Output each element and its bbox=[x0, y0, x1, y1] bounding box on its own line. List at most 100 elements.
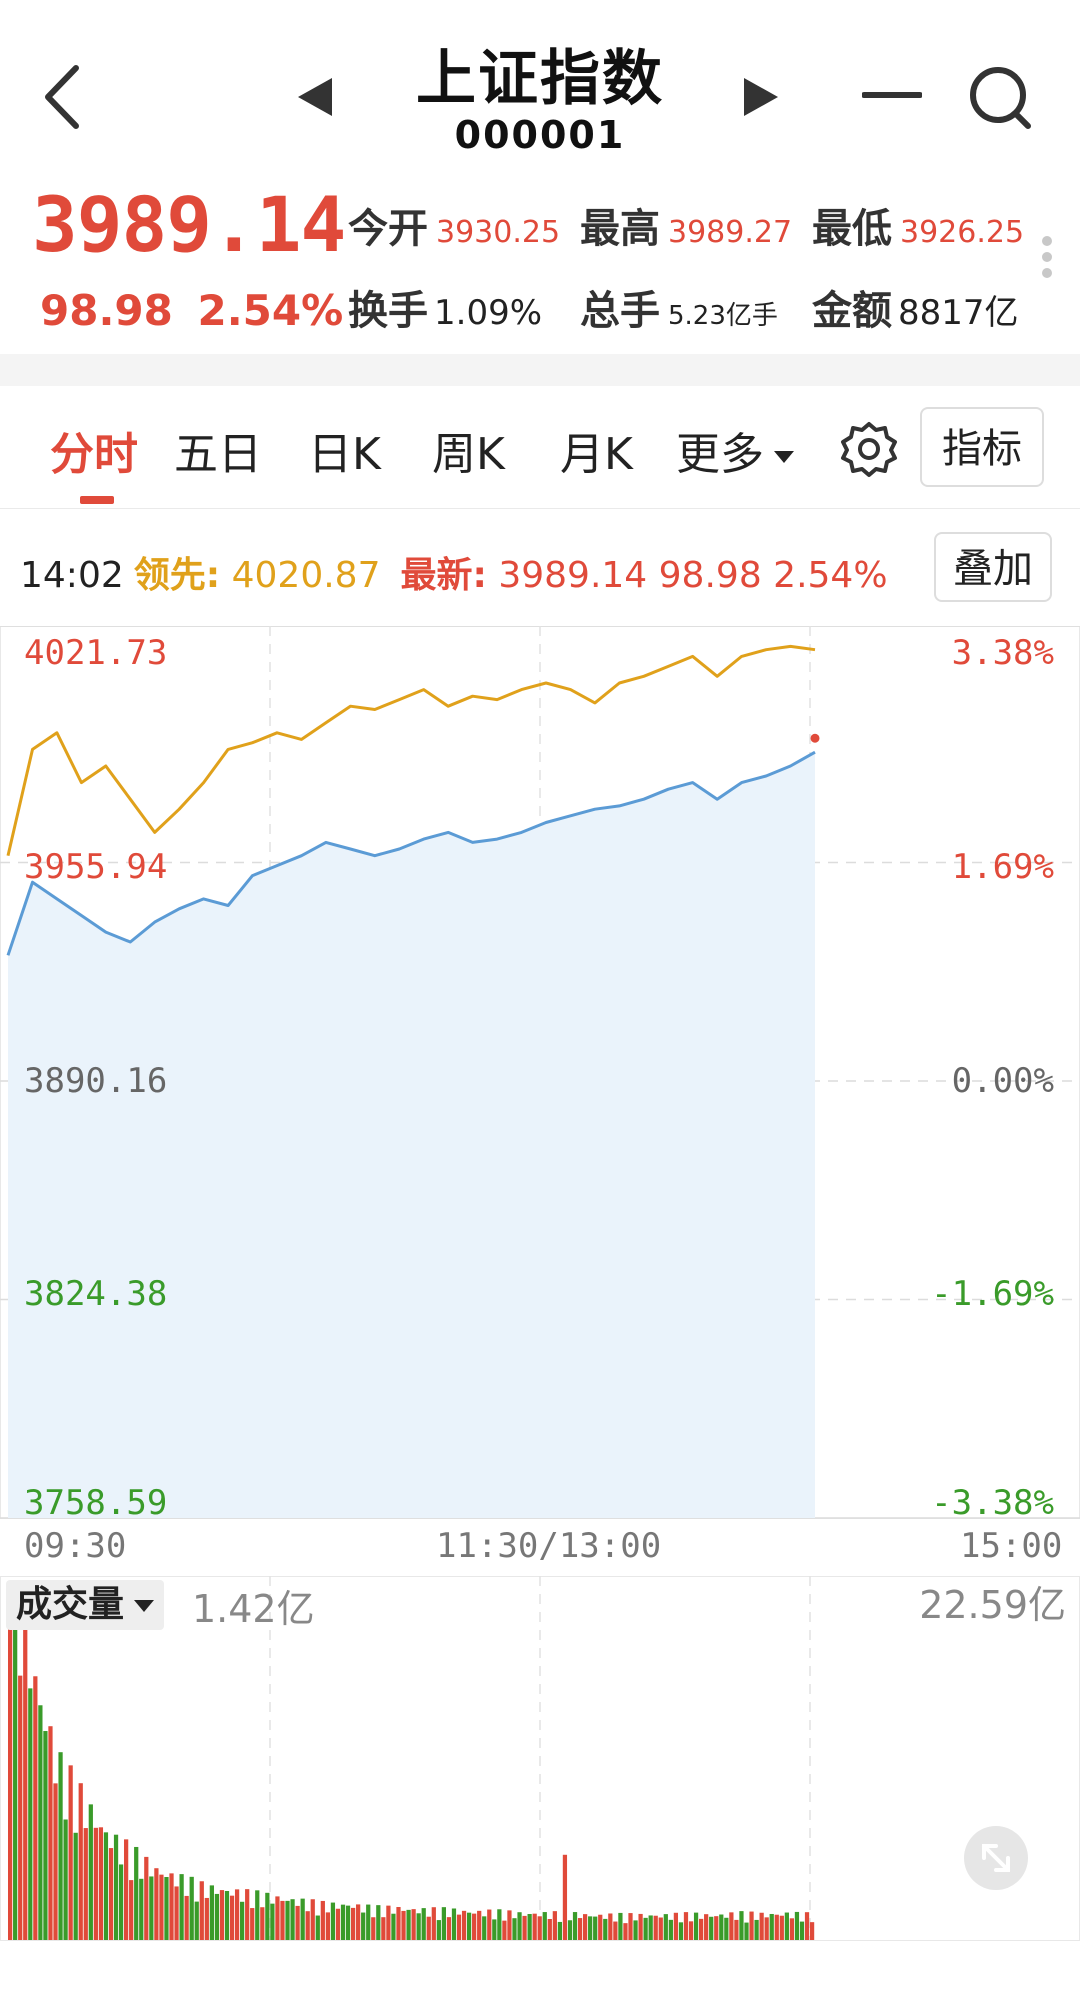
tab-monthly-k[interactable]: 月K bbox=[560, 429, 633, 480]
volume-bar bbox=[33, 1676, 38, 1940]
search-icon[interactable] bbox=[966, 64, 1034, 132]
stat-label: 总手 bbox=[580, 288, 660, 334]
info-time: 14:02 bbox=[20, 555, 124, 596]
volume-indicator-select[interactable]: 成交量 bbox=[6, 1580, 165, 1630]
page-title: 上证指数 bbox=[416, 44, 664, 114]
tab-weekly-k[interactable]: 周K bbox=[432, 429, 505, 480]
volume-bar bbox=[598, 1914, 603, 1940]
volume-bar bbox=[290, 1899, 295, 1940]
volume-bar bbox=[577, 1918, 583, 1940]
volume-bar bbox=[759, 1912, 764, 1940]
volume-bar bbox=[487, 1909, 492, 1940]
volume-bar bbox=[345, 1905, 351, 1940]
volume-bar bbox=[411, 1909, 416, 1940]
settings-gear-icon[interactable] bbox=[840, 420, 898, 478]
volume-bar bbox=[174, 1886, 179, 1940]
volume-bar bbox=[688, 1921, 694, 1940]
change-value: 98.98 bbox=[40, 286, 173, 335]
volume-bar bbox=[73, 1832, 78, 1940]
stat-label: 今开 bbox=[348, 206, 428, 252]
back-arrow-icon[interactable] bbox=[40, 62, 90, 132]
volume-bar bbox=[643, 1917, 648, 1940]
volume-bar bbox=[623, 1923, 628, 1940]
stat-value: 3926.25 bbox=[900, 215, 1025, 250]
volume-bar bbox=[567, 1920, 573, 1940]
volume-bar bbox=[53, 1783, 58, 1940]
volume-bar bbox=[335, 1908, 341, 1940]
volume-bar bbox=[113, 1834, 119, 1940]
volume-bar bbox=[734, 1919, 739, 1940]
section-divider bbox=[0, 354, 1080, 386]
volume-bar bbox=[295, 1905, 300, 1940]
volume-bar bbox=[653, 1915, 658, 1940]
y-axis-right-label: 3.38% bbox=[952, 633, 1054, 673]
volume-bar bbox=[58, 1752, 63, 1940]
remove-watchlist-icon[interactable] bbox=[861, 80, 923, 110]
volume-bar bbox=[149, 1876, 154, 1940]
tab-daily-k[interactable]: 日K bbox=[308, 429, 381, 480]
volume-bar bbox=[779, 1915, 784, 1940]
volume-bar bbox=[648, 1915, 653, 1940]
volume-bar bbox=[739, 1911, 744, 1940]
volume-bar bbox=[804, 1912, 810, 1940]
y-axis-left-label: 4021.73 bbox=[24, 633, 167, 673]
volume-bar bbox=[229, 1895, 235, 1940]
volume-bar bbox=[199, 1881, 204, 1940]
overlay-button[interactable]: 叠加 bbox=[934, 532, 1052, 602]
volume-bar bbox=[23, 1604, 28, 1940]
volume-bar bbox=[608, 1913, 613, 1940]
volume-bar bbox=[477, 1910, 482, 1940]
price-area-fill bbox=[8, 752, 815, 1518]
volume-bar bbox=[678, 1922, 684, 1940]
volume-bar bbox=[472, 1913, 477, 1940]
volume-bar bbox=[436, 1920, 441, 1940]
volume-bar bbox=[517, 1912, 522, 1940]
volume-bar bbox=[582, 1914, 588, 1940]
volume-bar bbox=[749, 1911, 754, 1940]
volume-bar bbox=[426, 1916, 431, 1940]
intraday-chart[interactable]: 4021.73 3955.94 3890.16 3824.38 3758.59 3.38%… bbox=[0, 626, 1080, 1526]
price-change: 98.98 2.54% bbox=[40, 286, 343, 335]
stat-value: 8817亿 bbox=[898, 293, 1019, 333]
stat-label: 最高 bbox=[580, 206, 660, 252]
volume-bar bbox=[129, 1880, 134, 1940]
indicator-button[interactable]: 指标 bbox=[920, 407, 1044, 487]
volume-bar bbox=[371, 1917, 376, 1940]
stat-high: 最高 3989.27 bbox=[580, 196, 792, 254]
volume-bar bbox=[628, 1913, 633, 1940]
volume-bar bbox=[179, 1874, 184, 1940]
volume-bar bbox=[537, 1916, 542, 1940]
volume-bar bbox=[512, 1918, 517, 1940]
last-value: 3989.14 98.98 2.54% bbox=[498, 555, 888, 596]
volume-bar bbox=[139, 1878, 144, 1940]
active-tab-indicator bbox=[80, 496, 114, 504]
more-options-icon[interactable] bbox=[1040, 236, 1054, 286]
tab-five-day[interactable]: 五日 bbox=[174, 429, 262, 480]
volume-bar bbox=[729, 1912, 734, 1940]
volume-bar bbox=[28, 1688, 33, 1940]
next-stock-icon[interactable] bbox=[738, 72, 784, 122]
stock-code: 000001 bbox=[454, 113, 626, 157]
stat-turnover-rate: 换手 1.09% bbox=[348, 278, 542, 336]
volume-bar bbox=[250, 1908, 255, 1940]
y-axis-left-label: 3758.59 bbox=[24, 1483, 167, 1523]
lead-label: 领先: bbox=[133, 555, 221, 596]
volume-bar bbox=[784, 1912, 789, 1940]
volume-bar bbox=[108, 1848, 114, 1940]
volume-bar bbox=[43, 1731, 48, 1940]
volume-bar bbox=[744, 1922, 749, 1940]
volume-bar bbox=[134, 1846, 139, 1940]
stat-low: 最低 3926.25 bbox=[812, 196, 1024, 254]
volume-bar bbox=[234, 1889, 240, 1940]
fullscreen-expand-icon[interactable] bbox=[964, 1826, 1028, 1890]
volume-bar bbox=[124, 1839, 129, 1940]
tab-intraday[interactable]: 分时 bbox=[50, 429, 138, 480]
stat-amount: 金额 8817亿 bbox=[812, 278, 1019, 336]
volume-bar bbox=[280, 1900, 285, 1940]
volume-bar bbox=[638, 1913, 643, 1940]
volume-bar bbox=[769, 1913, 774, 1940]
volume-bar bbox=[240, 1901, 245, 1940]
volume-bar bbox=[83, 1828, 88, 1940]
previous-stock-icon[interactable] bbox=[292, 72, 338, 122]
tab-more[interactable]: 更多 bbox=[676, 418, 794, 482]
